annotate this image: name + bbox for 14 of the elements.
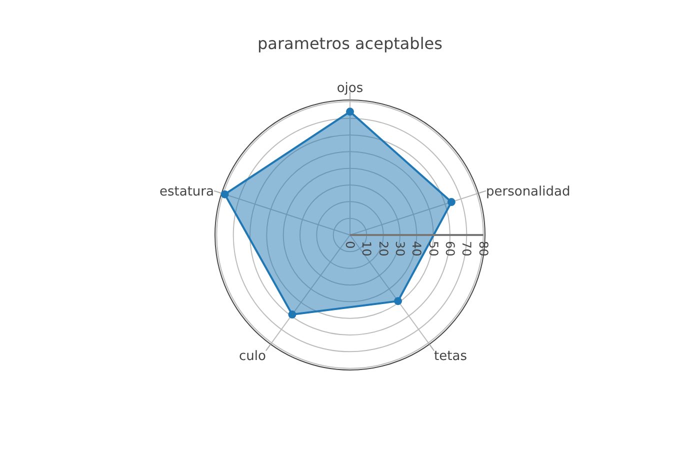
y-tick-label: 10 xyxy=(360,241,374,256)
y-tick-label: 70 xyxy=(460,241,474,256)
spoke-label: personalidad xyxy=(486,184,570,200)
y-tick-label: 40 xyxy=(410,241,424,256)
y-tick-label: 50 xyxy=(426,241,440,256)
y-tick-label: 0 xyxy=(343,241,357,249)
spoke-label: estatura xyxy=(160,184,214,200)
y-tick-label: 60 xyxy=(443,241,457,256)
spoke-label: culo xyxy=(238,348,266,364)
spoke-label: ojos xyxy=(336,81,364,96)
y-tick-label: 30 xyxy=(393,241,407,256)
y-tick-label: 20 xyxy=(376,241,390,256)
chart-title: parametros aceptables xyxy=(256,34,444,53)
spoke-label: tetas xyxy=(434,348,468,364)
